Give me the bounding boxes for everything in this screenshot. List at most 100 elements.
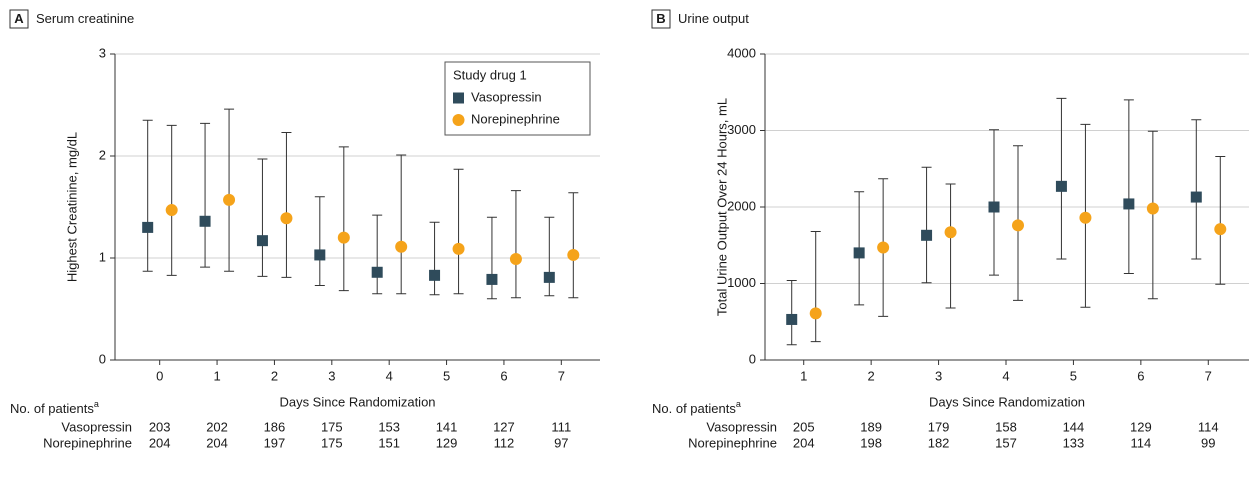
error-bar xyxy=(453,168,464,295)
error-bar xyxy=(224,108,235,272)
marker-square xyxy=(786,313,798,325)
patients-count: 111 xyxy=(551,419,571,434)
patients-count: 182 xyxy=(928,435,950,450)
panel-label-box xyxy=(9,9,29,29)
patients-label-text: No. of patients xyxy=(10,401,94,416)
patients-count: 127 xyxy=(493,419,515,434)
x-tick-label: 6 xyxy=(500,368,507,383)
marker-square xyxy=(256,235,268,247)
y-tick-label: 0 xyxy=(749,351,756,366)
patients-count: 197 xyxy=(264,435,286,450)
marker-circle xyxy=(809,307,822,320)
x-tick-label: 4 xyxy=(386,368,393,383)
patients-row-label: Norepinephrine xyxy=(688,435,777,450)
marker-square xyxy=(1123,198,1135,210)
marker-square xyxy=(1055,180,1067,192)
error-bar xyxy=(921,166,932,284)
patients-count: 153 xyxy=(378,419,400,434)
marker-circle xyxy=(452,242,465,255)
error-bar xyxy=(510,190,521,299)
error-bar xyxy=(314,196,325,287)
marker-square xyxy=(1190,191,1202,203)
x-tick-label: 1 xyxy=(800,368,807,383)
patients-count: 204 xyxy=(206,435,228,450)
marker-square xyxy=(314,249,326,261)
marker-square xyxy=(199,215,211,227)
marker-circle xyxy=(944,226,957,239)
y-tick-label: 2000 xyxy=(727,198,756,213)
marker-circle xyxy=(1146,202,1159,215)
marker-square xyxy=(429,269,441,281)
y-tick-label: 1 xyxy=(99,249,106,264)
patients-footnote: a xyxy=(736,399,741,409)
error-bar xyxy=(1056,97,1067,260)
marker-circle xyxy=(877,241,890,254)
x-tick-label: 2 xyxy=(868,368,875,383)
panel-title: Serum creatinine xyxy=(36,11,134,26)
marker-circle xyxy=(223,193,236,206)
error-bar xyxy=(142,119,153,272)
patients-count: 186 xyxy=(264,419,286,434)
x-tick-label: 5 xyxy=(443,368,450,383)
patients-count: 189 xyxy=(860,419,882,434)
patients-count: 204 xyxy=(793,435,815,450)
error-bar xyxy=(1123,99,1134,275)
x-tick-label: 4 xyxy=(1002,368,1009,383)
error-bar xyxy=(200,122,211,268)
error-bar xyxy=(1191,119,1202,260)
patients-count: 175 xyxy=(321,435,343,450)
error-bar xyxy=(486,216,497,300)
error-bar xyxy=(281,132,292,278)
patients-count: 204 xyxy=(149,435,171,450)
error-bar xyxy=(338,146,349,292)
patients-count: 144 xyxy=(1063,419,1085,434)
y-tick-label: 0 xyxy=(99,351,106,366)
error-bar xyxy=(1147,130,1158,300)
legend-box xyxy=(444,61,591,136)
patients-label: No. of patientsa xyxy=(652,399,741,416)
patients-count: 157 xyxy=(995,435,1017,450)
x-tick-label: 7 xyxy=(1205,368,1212,383)
patients-count: 114 xyxy=(1198,419,1219,434)
legend-marker xyxy=(452,114,465,126)
patients-count: 198 xyxy=(860,435,882,450)
x-tick-label: 1 xyxy=(213,368,220,383)
patients-count: 203 xyxy=(149,419,171,434)
x-tick-label: 7 xyxy=(558,368,565,383)
legend-label: Norepinephrine xyxy=(471,111,560,126)
patients-count: 97 xyxy=(554,435,568,450)
patients-label-text: No. of patients xyxy=(652,401,736,416)
patients-count: 205 xyxy=(793,419,815,434)
error-bar xyxy=(945,183,956,309)
x-axis-label: Days Since Randomization xyxy=(279,394,435,409)
x-tick-label: 6 xyxy=(1137,368,1144,383)
y-tick-label: 1000 xyxy=(727,275,756,290)
error-bar xyxy=(1215,156,1226,285)
marker-circle xyxy=(1012,219,1024,232)
patients-footnote: a xyxy=(94,399,99,409)
panel-label: A xyxy=(14,11,24,26)
panel-label-box xyxy=(651,9,671,29)
error-bar xyxy=(429,221,440,296)
y-tick-label: 3 xyxy=(99,45,106,60)
marker-circle xyxy=(509,253,522,266)
x-tick-label: 3 xyxy=(935,368,942,383)
error-bar xyxy=(166,124,177,276)
marker-square xyxy=(486,273,498,285)
patients-count: 129 xyxy=(1130,419,1152,434)
y-tick-label: 4000 xyxy=(727,45,756,60)
patients-count: 151 xyxy=(378,435,400,450)
patients-count: 175 xyxy=(321,419,343,434)
marker-square xyxy=(988,201,1000,213)
legend-marker xyxy=(453,92,464,104)
patients-count: 133 xyxy=(1063,435,1085,450)
x-tick-label: 3 xyxy=(328,368,335,383)
x-tick-label: 5 xyxy=(1070,368,1077,383)
panel-title: Urine output xyxy=(678,11,749,26)
y-tick-label: 2 xyxy=(99,147,106,162)
y-axis-label: Highest Creatinine, mg/dL xyxy=(64,132,79,282)
patients-count: 112 xyxy=(494,435,515,450)
y-axis-label: Total Urine Output Over 24 Hours, mL xyxy=(714,98,729,316)
patients-count: 141 xyxy=(436,419,458,434)
